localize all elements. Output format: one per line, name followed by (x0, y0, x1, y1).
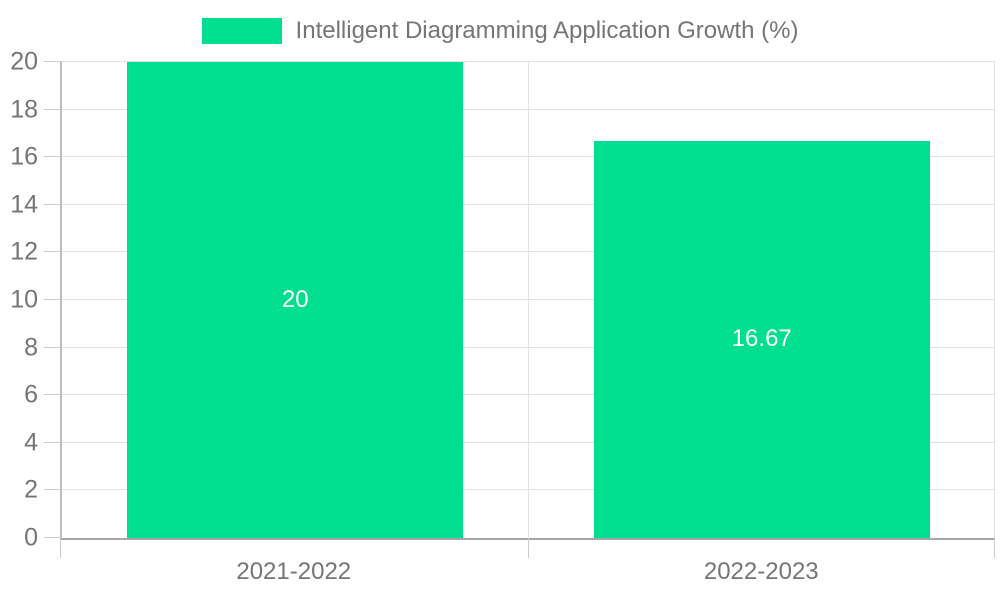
y-axis-tick-label: 0 (24, 523, 38, 552)
chart-legend[interactable]: Intelligent Diagramming Application Grow… (0, 18, 1000, 44)
h-gridline (62, 346, 995, 348)
h-gridline (62, 394, 995, 396)
y-axis-tick (44, 441, 62, 443)
x-axis-tick (527, 538, 529, 558)
y-axis-tick-label: 18 (10, 95, 38, 124)
y-axis-tick-label: 10 (10, 285, 38, 314)
legend-label: Intelligent Diagramming Application Grow… (295, 17, 799, 44)
bar-2021-2022[interactable]: 20 (127, 62, 464, 538)
y-axis-tick-label: 6 (24, 380, 38, 409)
y-axis-tick (44, 537, 62, 538)
y-axis-tick (44, 203, 62, 205)
bar-value-label: 16.67 (731, 325, 792, 353)
v-gridline (994, 62, 995, 538)
h-gridline (62, 108, 995, 110)
v-gridline (527, 62, 529, 538)
category-label-2022-2023: 2022-2023 (703, 558, 819, 585)
h-gridline (62, 299, 995, 300)
y-axis-tick-label: 4 (24, 428, 38, 457)
bar-value-label: 20 (281, 285, 309, 313)
y-axis-tick (44, 156, 62, 158)
y-axis-tick-label: 16 (10, 142, 38, 171)
h-gridline (62, 441, 995, 443)
y-axis-tick-label: 20 (10, 47, 38, 76)
x-axis-tick (994, 538, 995, 558)
x-axis-labels: 2021-2022 2022-2023 (60, 558, 995, 587)
y-axis-tick-label: 8 (24, 333, 38, 362)
y-axis-tick-label: 12 (10, 237, 38, 266)
plot-area: 0 2 4 6 8 10 12 14 16 18 20 20 16.67 (10, 49, 995, 558)
y-axis-tick (44, 346, 62, 348)
y-axis-tick (44, 299, 62, 300)
y-axis-tick (44, 61, 62, 62)
y-axis-tick (44, 489, 62, 491)
x-axis-tick (60, 538, 61, 558)
h-gridline (62, 489, 995, 491)
h-gridline (62, 61, 995, 62)
category-label-2021-2022: 2021-2022 (236, 558, 352, 585)
bar-2022-2023[interactable]: 16.67 (593, 141, 930, 538)
y-axis-tick (44, 108, 62, 110)
h-gridline (62, 156, 995, 158)
y-axis-tick-label: 2 (24, 475, 38, 504)
legend-swatch (201, 18, 282, 44)
y-axis-tick (44, 251, 62, 253)
y-axis-tick (44, 394, 62, 396)
h-gridline (62, 251, 995, 253)
y-axis-tick-label: 14 (10, 190, 38, 219)
h-gridline (62, 203, 995, 205)
